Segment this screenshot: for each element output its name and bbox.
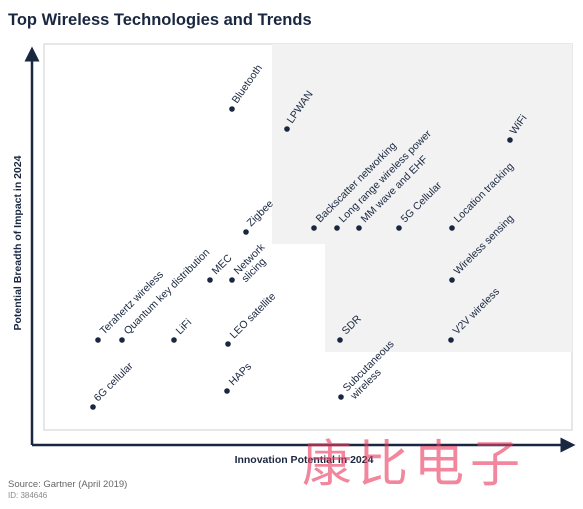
point-marker: [229, 106, 235, 112]
point-marker: [507, 137, 513, 143]
point-marker: [95, 337, 101, 343]
document-id: ID: 384646: [8, 491, 48, 500]
point-marker: [171, 337, 177, 343]
chart-title: Top Wireless Technologies and Trends: [8, 11, 312, 29]
point-marker: [243, 229, 249, 235]
x-axis-label: Innovation Potential in 2024: [235, 454, 374, 466]
point-marker: [449, 277, 455, 283]
point-marker: [337, 337, 343, 343]
point-marker: [334, 225, 340, 231]
point-marker: [449, 225, 455, 231]
source-note: Source: Gartner (April 2019): [8, 479, 128, 490]
axes: [24, 46, 576, 453]
point-marker: [311, 225, 317, 231]
point-marker: [207, 277, 213, 283]
point-marker: [448, 337, 454, 343]
point-marker: [224, 388, 230, 394]
highlight-region: [272, 44, 572, 352]
point-marker: [356, 225, 362, 231]
watermark-text: 康比电子: [302, 435, 526, 493]
point-marker: [90, 404, 96, 410]
point-marker: [119, 337, 125, 343]
point-marker: [396, 225, 402, 231]
point-marker: [229, 277, 235, 283]
y-axis-label: Potential Breadth of Impact in 2024: [12, 155, 24, 330]
point-marker: [284, 126, 290, 132]
point-marker: [225, 341, 231, 347]
point-marker: [338, 394, 344, 400]
plot-background: [43, 43, 573, 431]
